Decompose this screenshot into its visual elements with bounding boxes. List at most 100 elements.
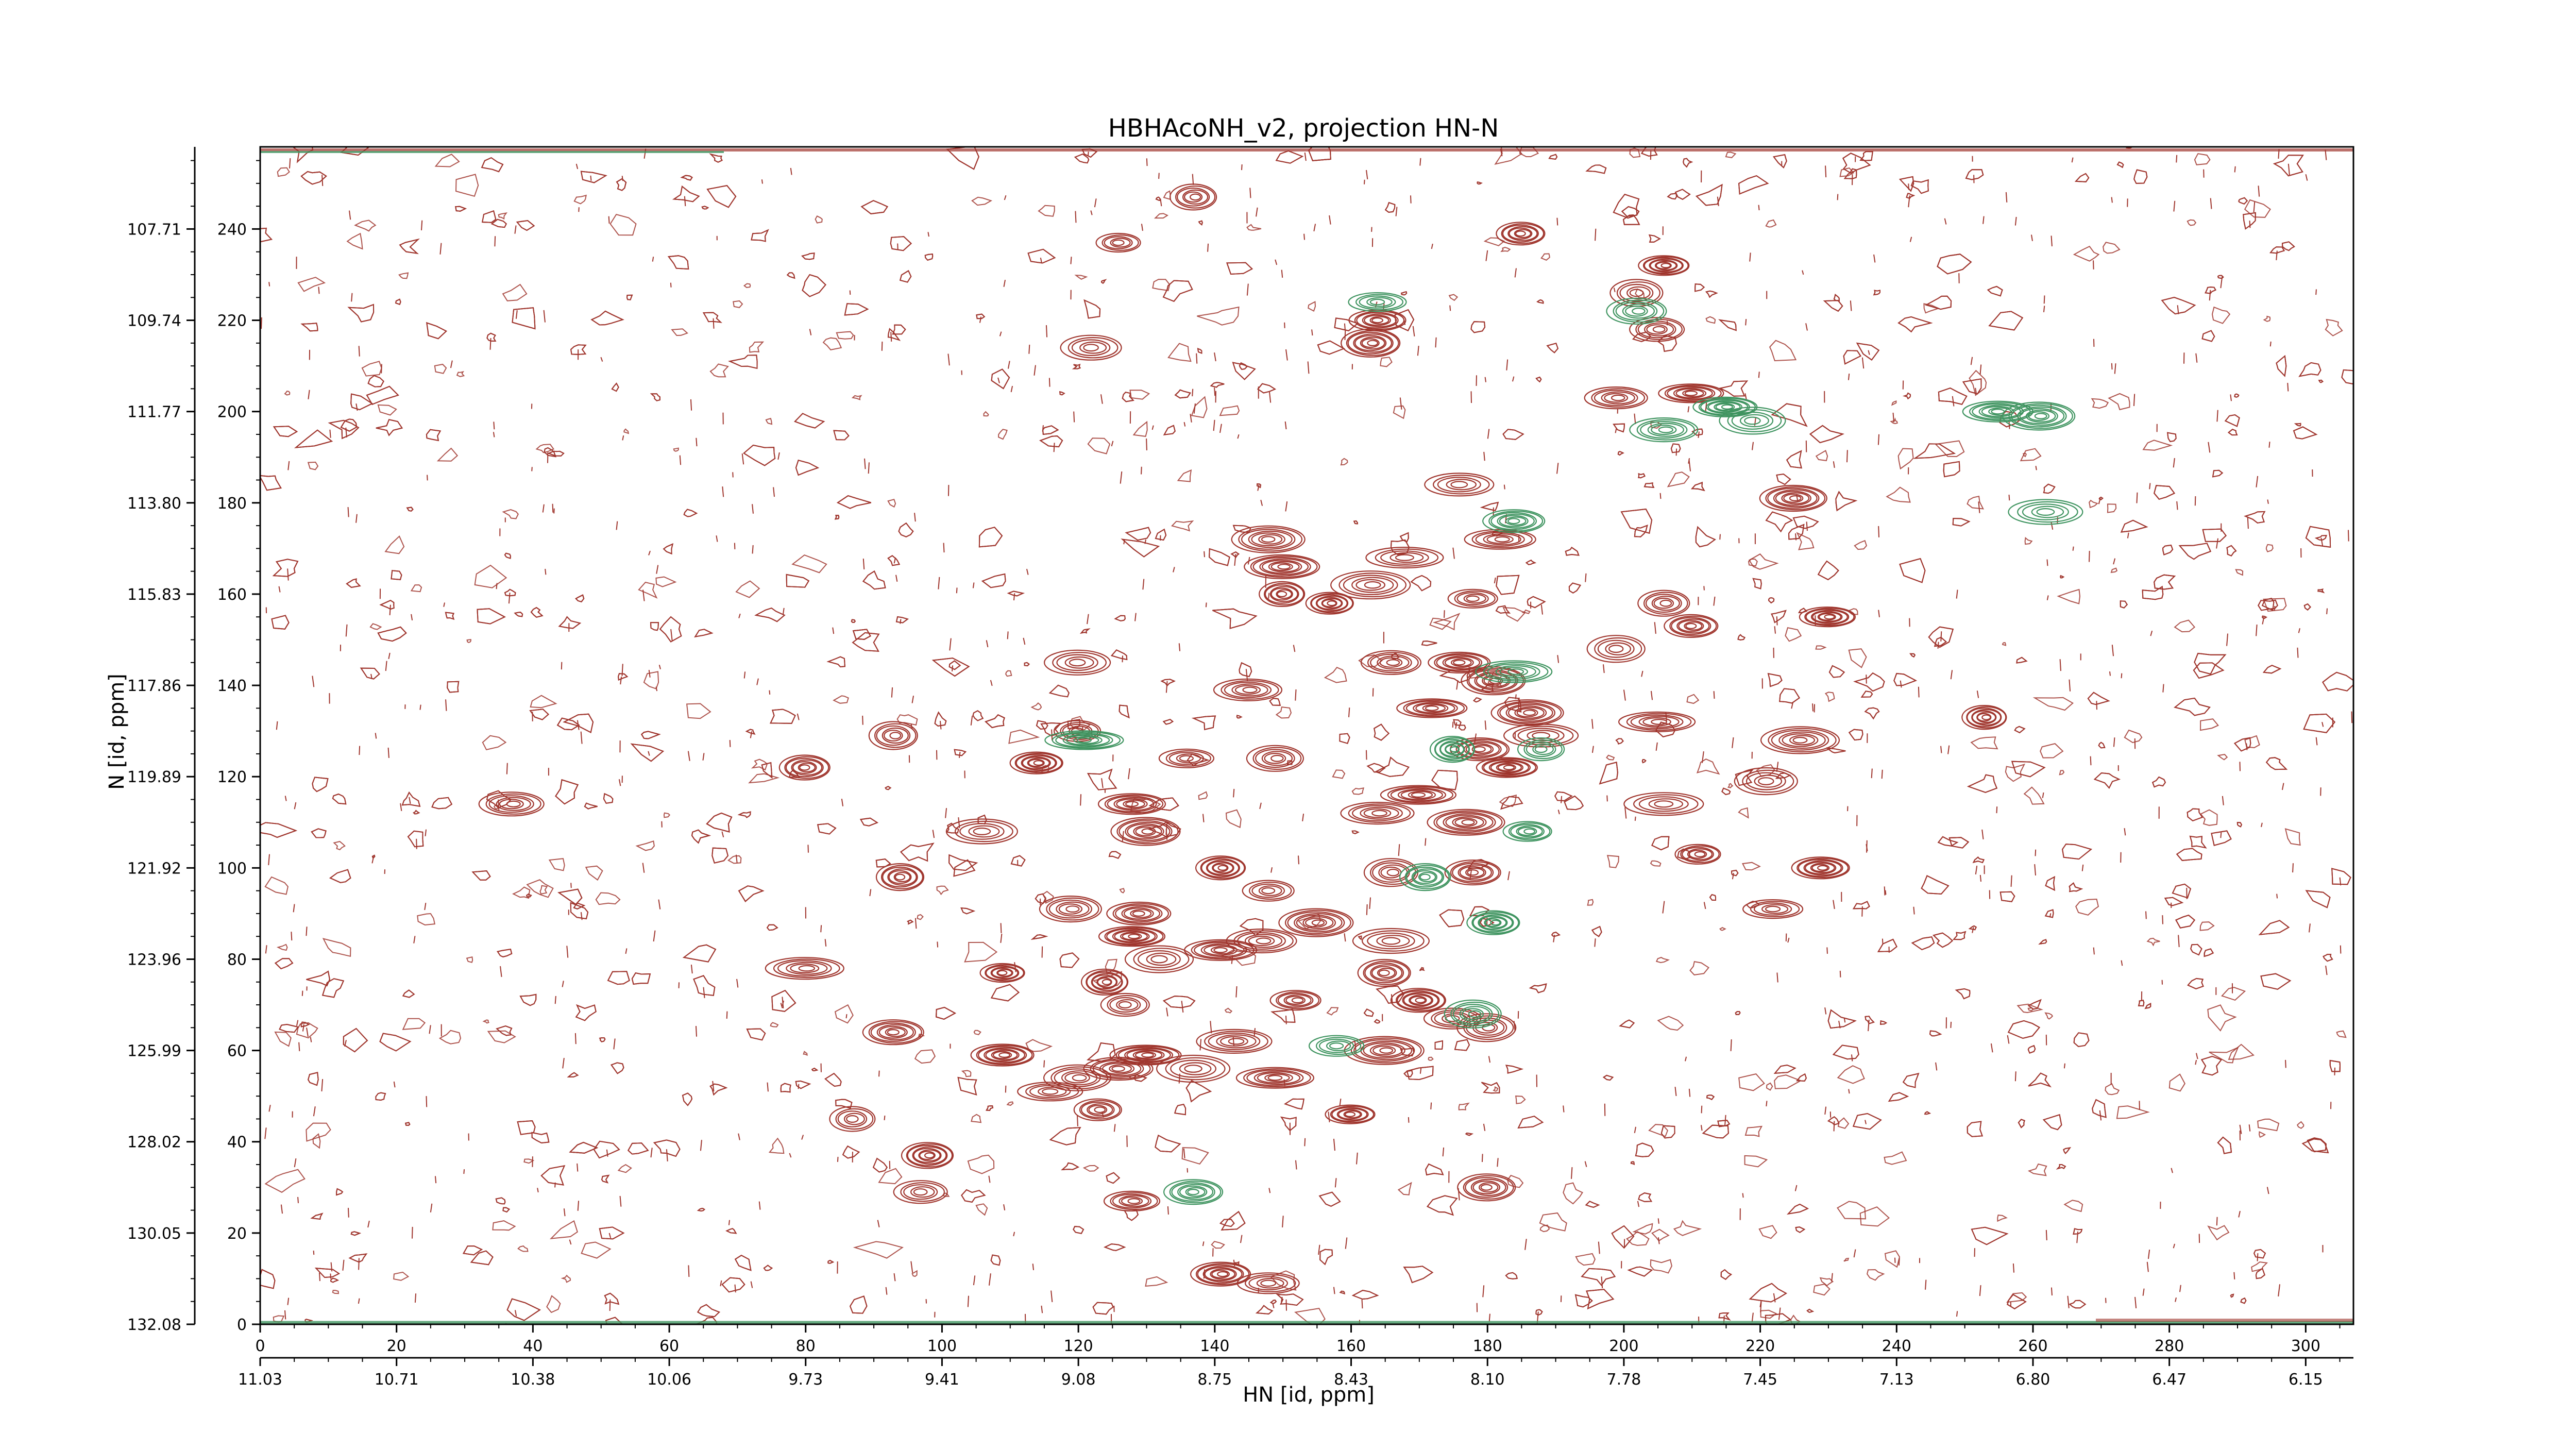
contour-ring — [1476, 757, 1538, 778]
noise-contour — [833, 430, 850, 441]
noise-dash — [577, 720, 580, 730]
noise-contour — [1899, 176, 1914, 192]
peak-positive-82 — [1083, 1056, 1154, 1081]
noise-dash — [2005, 192, 2008, 203]
noise-dash — [735, 854, 738, 863]
noise-contour — [733, 300, 743, 308]
noise-contour — [2194, 153, 2211, 165]
contour-ring — [913, 1148, 942, 1163]
noise-dash — [294, 1158, 297, 1168]
noise-dash — [310, 1037, 312, 1042]
noise-contour — [1105, 958, 1117, 975]
contour-ring — [1654, 260, 1677, 271]
noise-dash — [261, 317, 262, 329]
noise-dash — [897, 243, 899, 250]
contour-ring — [1104, 236, 1133, 249]
noise-dash — [1004, 195, 1007, 200]
noise-contour — [1575, 1253, 1596, 1266]
noise-contour — [604, 1292, 620, 1305]
noise-dash — [2285, 1059, 2286, 1068]
contour-ring — [1276, 991, 1320, 1009]
contour-ring — [1114, 930, 1150, 942]
noise-contour — [1351, 1290, 1379, 1300]
noise-contour — [402, 989, 415, 998]
contour-ring — [1369, 298, 1385, 306]
y-ppm-tick-label: 117.86 — [127, 677, 181, 695]
noise-contour — [967, 1154, 995, 1174]
noise-dash — [1293, 645, 1296, 652]
noise-contour — [1758, 1225, 1777, 1239]
contour-ring — [1248, 530, 1293, 548]
noise-contour — [2305, 526, 2331, 548]
noise-dash — [1003, 1204, 1006, 1210]
noise-contour — [2221, 987, 2246, 1001]
noise-dash — [1773, 1293, 1776, 1303]
peak-negative-11 — [1429, 735, 1476, 763]
noise-dash — [294, 802, 297, 810]
contour-ring — [1360, 336, 1385, 350]
noise-dash — [1637, 1201, 1640, 1207]
contour-ring — [1130, 909, 1152, 918]
noise-dash — [563, 1208, 566, 1217]
noise-contour — [1074, 275, 1088, 280]
contour-ring — [1341, 328, 1401, 358]
noise-contour — [924, 254, 934, 261]
noise-contour — [393, 1271, 410, 1281]
peak-positive-52 — [1623, 792, 1704, 816]
noise-dash — [424, 902, 427, 911]
noise-contour — [492, 1220, 516, 1231]
contour-ring — [1261, 536, 1276, 543]
noise-contour — [1650, 1259, 1672, 1274]
contour-ring — [1778, 731, 1826, 749]
x-ppm-tick-label: 9.08 — [1061, 1371, 1096, 1389]
contour-ring — [875, 863, 925, 891]
noise-dash — [862, 559, 865, 570]
y-ppm-tick-label: 111.77 — [127, 403, 181, 422]
contour-ring — [1377, 967, 1396, 978]
noise-contour — [1943, 461, 1960, 478]
noise-dash — [1268, 593, 1270, 599]
noise-dash — [2281, 783, 2284, 790]
contour-ring — [1150, 955, 1168, 964]
contour-ring — [1338, 572, 1406, 598]
x-ppm-tick-label: 8.10 — [1470, 1371, 1505, 1389]
noise-dash — [688, 1265, 690, 1277]
contour-ring — [1360, 806, 1399, 820]
noise-contour — [706, 185, 737, 208]
noise-contour — [2022, 452, 2027, 458]
noise-dash — [900, 619, 902, 624]
noise-contour — [1884, 1151, 1907, 1165]
contour-ring — [985, 965, 1020, 981]
contour-ring — [1671, 617, 1711, 635]
noise-contour — [824, 1072, 842, 1087]
contour-ring — [1133, 824, 1162, 838]
peak-positive-89 — [1073, 1098, 1122, 1121]
contour-ring — [1475, 660, 1553, 683]
noise-contour — [544, 447, 556, 458]
noise-dash — [1295, 689, 1297, 701]
noise-contour — [569, 1141, 599, 1154]
peak-positive-78 — [862, 1019, 924, 1046]
noise-contour — [611, 1062, 624, 1074]
peak-positive-50 — [1380, 785, 1456, 805]
noise-contour — [609, 213, 637, 236]
x-ppm-tick-label: 8.75 — [1197, 1371, 1232, 1389]
noise-contour — [482, 210, 497, 223]
noise-contour — [2296, 1121, 2304, 1129]
noise-dash — [721, 831, 724, 837]
contour-ring — [888, 870, 912, 884]
peak-positive-12 — [1424, 473, 1495, 497]
noise-dash — [1141, 466, 1142, 475]
noise-contour — [2265, 757, 2288, 770]
noise-dash — [2093, 260, 2094, 269]
noise-dash — [2216, 538, 2219, 549]
noise-contour — [517, 1120, 536, 1135]
noise-contour — [1970, 736, 1998, 750]
noise-contour — [2016, 656, 2028, 664]
noise-contour — [1225, 809, 1242, 829]
contour-ring — [1112, 1193, 1152, 1209]
noise-dash — [893, 557, 896, 564]
contour-ring — [1331, 1107, 1369, 1122]
contour-ring — [1025, 1083, 1079, 1100]
noise-dash — [1571, 1167, 1573, 1179]
